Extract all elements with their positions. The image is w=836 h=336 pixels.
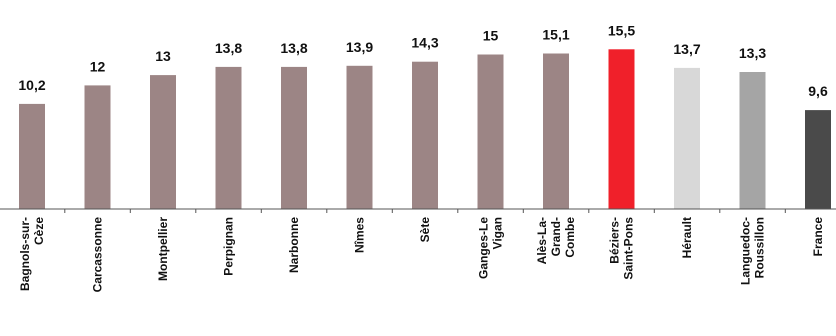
category-label-line: Roussillon	[753, 217, 767, 278]
bar-7	[477, 54, 504, 209]
value-labels-group: 10,2 12 13 13,8 13,8 13,9 14,3 15 15,1 15,5 13,7 13…	[18, 22, 828, 99]
category-label-8: Alès-La- Grand- Combe	[535, 217, 577, 265]
category-label-line: Ganges-Le	[477, 217, 491, 279]
category-label-line: Béziers-	[608, 217, 622, 264]
category-label-line: Carcassonne	[91, 217, 105, 293]
bars-group	[19, 49, 831, 210]
bar-6	[412, 61, 438, 210]
category-label-6: Sète	[418, 217, 432, 243]
category-label-line: Hérault	[680, 217, 694, 258]
category-label-1: Carcassonne	[91, 217, 105, 293]
value-label-8: 15,1	[542, 27, 569, 43]
value-label-7: 15	[483, 28, 499, 44]
category-label-line: Sète	[418, 217, 432, 243]
category-label-line: Montpellier	[156, 217, 170, 281]
value-label-9: 15,5	[608, 22, 635, 38]
value-label-5: 13,9	[346, 39, 373, 55]
bar-12	[805, 110, 831, 209]
category-label-7: Ganges-Le Vigan	[477, 217, 505, 279]
value-label-6: 14,3	[411, 35, 438, 51]
category-label-line: Languedoc-	[739, 217, 753, 285]
category-label-0: Bagnols-sur- Cèze	[18, 217, 46, 291]
value-label-12: 9,6	[808, 83, 828, 99]
category-labels-group: Bagnols-sur- Cèze Carcassonne Montpellier Pe…	[18, 217, 825, 293]
bar-1	[84, 85, 111, 209]
category-label-line: Bagnols-sur-	[18, 217, 32, 291]
category-label-11: Languedoc- Roussillon	[739, 217, 767, 285]
bar-4	[281, 66, 307, 210]
value-label-3: 13,8	[215, 40, 242, 56]
category-label-line: Cèze	[32, 217, 46, 245]
category-label-line: Nîmes	[353, 217, 367, 253]
bar-3	[215, 66, 242, 210]
bar-11	[739, 72, 766, 209]
x-axis-ticks	[64, 209, 786, 213]
category-label-line: Vigan	[491, 217, 505, 249]
category-label-9: Béziers- Saint-Pons	[608, 217, 636, 280]
category-label-5: Nîmes	[353, 217, 367, 253]
category-label-12: France	[811, 217, 825, 257]
category-label-3: Perpignan	[222, 217, 236, 276]
category-label-2: Montpellier	[156, 217, 170, 281]
bar-5	[346, 65, 373, 209]
bar-10	[674, 67, 700, 210]
bar-0	[19, 103, 45, 209]
category-label-line: Grand-	[549, 217, 563, 256]
category-label-4: Narbonne	[287, 217, 301, 273]
category-label-line: Perpignan	[222, 217, 236, 276]
category-label-10: Hérault	[680, 217, 694, 258]
value-label-4: 13,8	[280, 40, 307, 56]
category-label-line: Combe	[563, 217, 577, 258]
category-label-line: France	[811, 217, 825, 257]
value-label-1: 12	[90, 58, 106, 74]
value-label-0: 10,2	[18, 77, 45, 93]
value-label-2: 13	[155, 48, 171, 64]
category-label-line: Narbonne	[287, 217, 301, 273]
value-label-10: 13,7	[673, 41, 700, 57]
category-label-line: Alès-La-	[535, 217, 549, 264]
bar-8	[543, 53, 569, 209]
bar-2	[150, 75, 176, 209]
category-label-line: Saint-Pons	[622, 217, 636, 280]
bar-9	[608, 49, 635, 209]
value-label-11: 13,3	[739, 45, 766, 61]
